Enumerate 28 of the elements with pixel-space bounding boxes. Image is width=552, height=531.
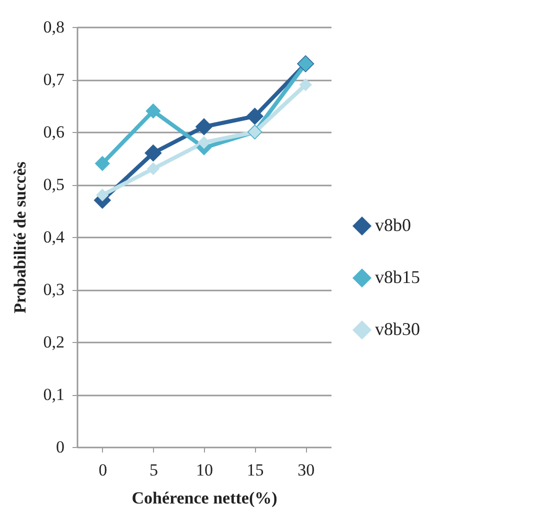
point [146, 103, 161, 119]
x-tick-label: 30 [298, 460, 315, 480]
legend-label: v8b15 [375, 267, 420, 287]
y-tick-label: 0,2 [43, 332, 64, 352]
point [144, 144, 162, 162]
y-tick-label: 0,3 [43, 280, 64, 299]
y-tick-label: 0,5 [43, 175, 64, 194]
x-axis-title: Cohérence nette(%) [132, 488, 278, 508]
x-tick-label: 0 [98, 460, 108, 480]
legend-label: v8b0 [375, 215, 411, 235]
y-tick-label: 0,7 [43, 70, 65, 89]
legend-label: v8b30 [375, 319, 420, 339]
point [299, 78, 312, 92]
point [246, 108, 264, 125]
point [96, 188, 109, 202]
point [195, 118, 213, 136]
x-tick-label: 15 [246, 460, 264, 480]
point [94, 156, 110, 172]
point [198, 136, 210, 149]
point [146, 162, 160, 176]
y-axis-title: Probabilité de succès [10, 161, 30, 314]
x-tick-label: 5 [149, 460, 158, 480]
y-tick-label: 0,4 [43, 228, 65, 246]
y-tick-label: 0,8 [43, 18, 64, 36]
y-tick-label: 0,1 [43, 385, 64, 404]
y-tick-label: 0 [56, 438, 64, 456]
x-tick-label: 10 [196, 460, 213, 480]
y-tick-label: 0,6 [43, 122, 64, 142]
